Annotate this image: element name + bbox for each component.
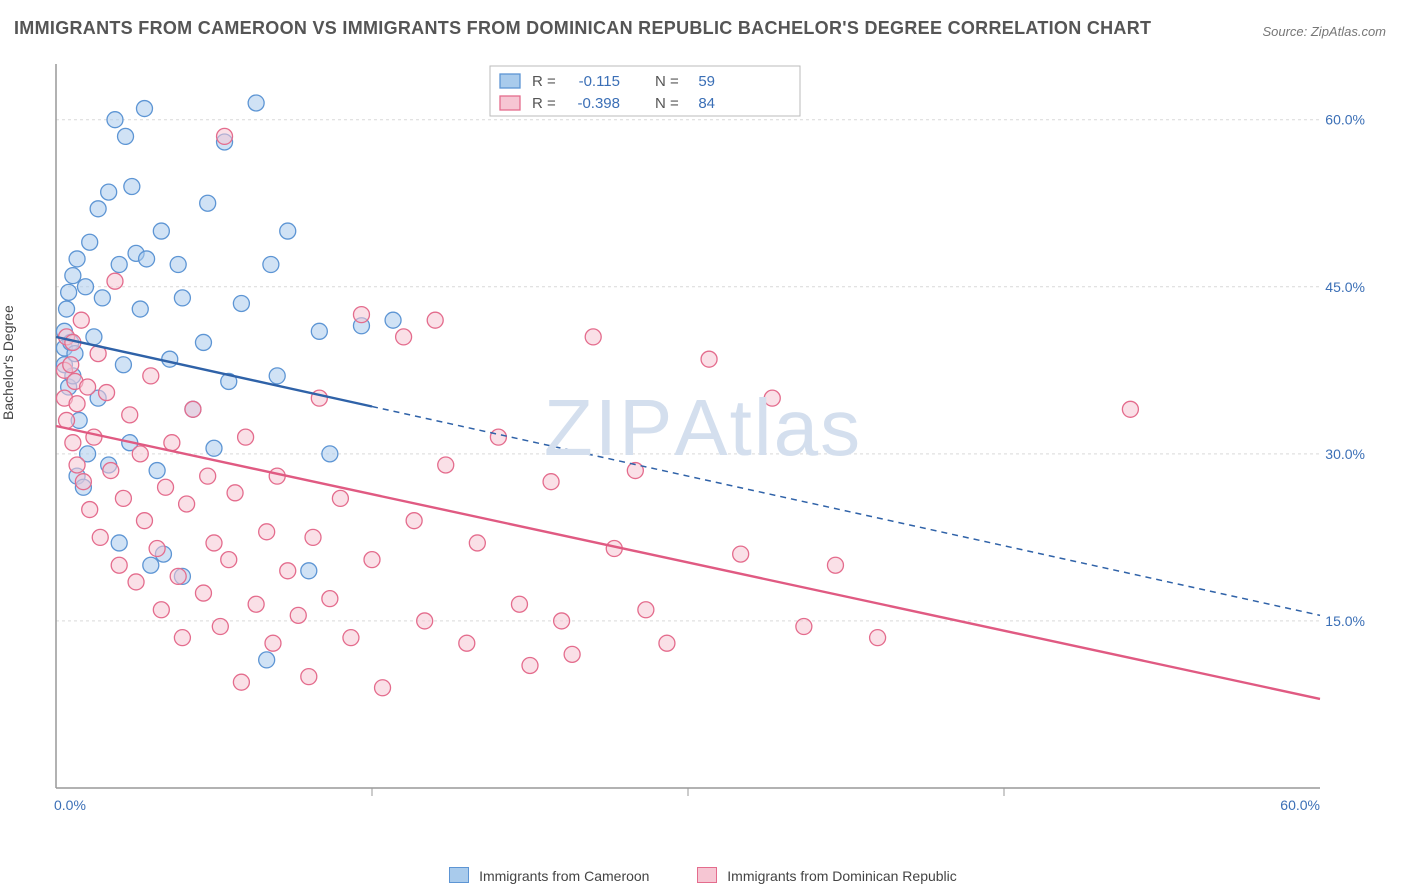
legend-label: Immigrants from Cameroon (479, 868, 649, 884)
svg-text:84: 84 (698, 95, 715, 112)
svg-text:45.0%: 45.0% (1325, 279, 1365, 295)
svg-text:N =: N = (655, 73, 679, 90)
legend-item-dominican: Immigrants from Dominican Republic (697, 867, 956, 884)
svg-text:R =: R = (532, 95, 556, 112)
y-axis-label: Bachelor's Degree (0, 305, 16, 420)
svg-text:-0.398: -0.398 (577, 95, 620, 112)
svg-text:30.0%: 30.0% (1325, 446, 1365, 462)
svg-text:R =: R = (532, 73, 556, 90)
svg-text:59: 59 (698, 73, 715, 90)
swatch-icon (697, 867, 717, 883)
svg-text:-0.115: -0.115 (579, 73, 620, 90)
legend-label: Immigrants from Dominican Republic (727, 868, 957, 884)
svg-text:0.0%: 0.0% (54, 797, 86, 813)
svg-text:15.0%: 15.0% (1325, 613, 1365, 629)
swatch-icon (449, 867, 469, 883)
svg-text:N =: N = (655, 95, 679, 112)
scatter-plot: 15.0% 30.0% 45.0% 60.0% 0.0% 60.0% R = -0.115 N … (50, 58, 1380, 818)
svg-text:60.0%: 60.0% (1280, 797, 1320, 813)
legend-item-cameroon: Immigrants from Cameroon (449, 867, 649, 884)
svg-text:60.0%: 60.0% (1325, 112, 1365, 128)
chart-title: IMMIGRANTS FROM CAMEROON VS IMMIGRANTS F… (14, 18, 1151, 39)
bottom-legend: Immigrants from Cameroon Immigrants from… (0, 867, 1406, 884)
source-label: Source: ZipAtlas.com (1262, 24, 1386, 39)
